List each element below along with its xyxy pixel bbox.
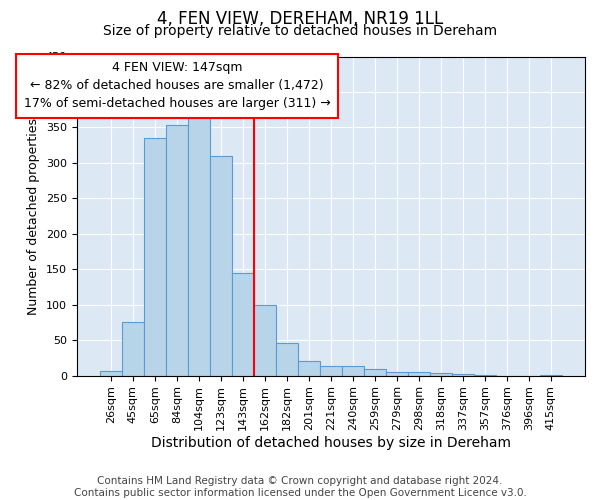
Bar bbox=[408, 372, 430, 376]
Bar bbox=[540, 375, 562, 376]
Bar bbox=[276, 343, 298, 376]
Bar bbox=[188, 116, 210, 376]
Bar bbox=[100, 370, 122, 376]
Bar bbox=[122, 322, 144, 376]
Bar bbox=[210, 156, 232, 376]
Bar bbox=[342, 366, 364, 376]
Text: 4, FEN VIEW, DEREHAM, NR19 1LL: 4, FEN VIEW, DEREHAM, NR19 1LL bbox=[157, 10, 443, 28]
Bar bbox=[144, 138, 166, 376]
Text: 4 FEN VIEW: 147sqm
← 82% of detached houses are smaller (1,472)
17% of semi-deta: 4 FEN VIEW: 147sqm ← 82% of detached hou… bbox=[23, 62, 330, 110]
Bar bbox=[430, 374, 452, 376]
Text: Size of property relative to detached houses in Dereham: Size of property relative to detached ho… bbox=[103, 24, 497, 38]
Bar bbox=[320, 366, 342, 376]
Y-axis label: Number of detached properties: Number of detached properties bbox=[28, 118, 40, 314]
Bar bbox=[364, 368, 386, 376]
Bar bbox=[298, 362, 320, 376]
Text: Contains HM Land Registry data © Crown copyright and database right 2024.
Contai: Contains HM Land Registry data © Crown c… bbox=[74, 476, 526, 498]
Bar bbox=[166, 126, 188, 376]
Bar bbox=[452, 374, 474, 376]
Bar bbox=[254, 306, 276, 376]
Bar bbox=[232, 274, 254, 376]
Bar bbox=[474, 375, 496, 376]
Bar bbox=[386, 372, 408, 376]
X-axis label: Distribution of detached houses by size in Dereham: Distribution of detached houses by size … bbox=[151, 436, 511, 450]
